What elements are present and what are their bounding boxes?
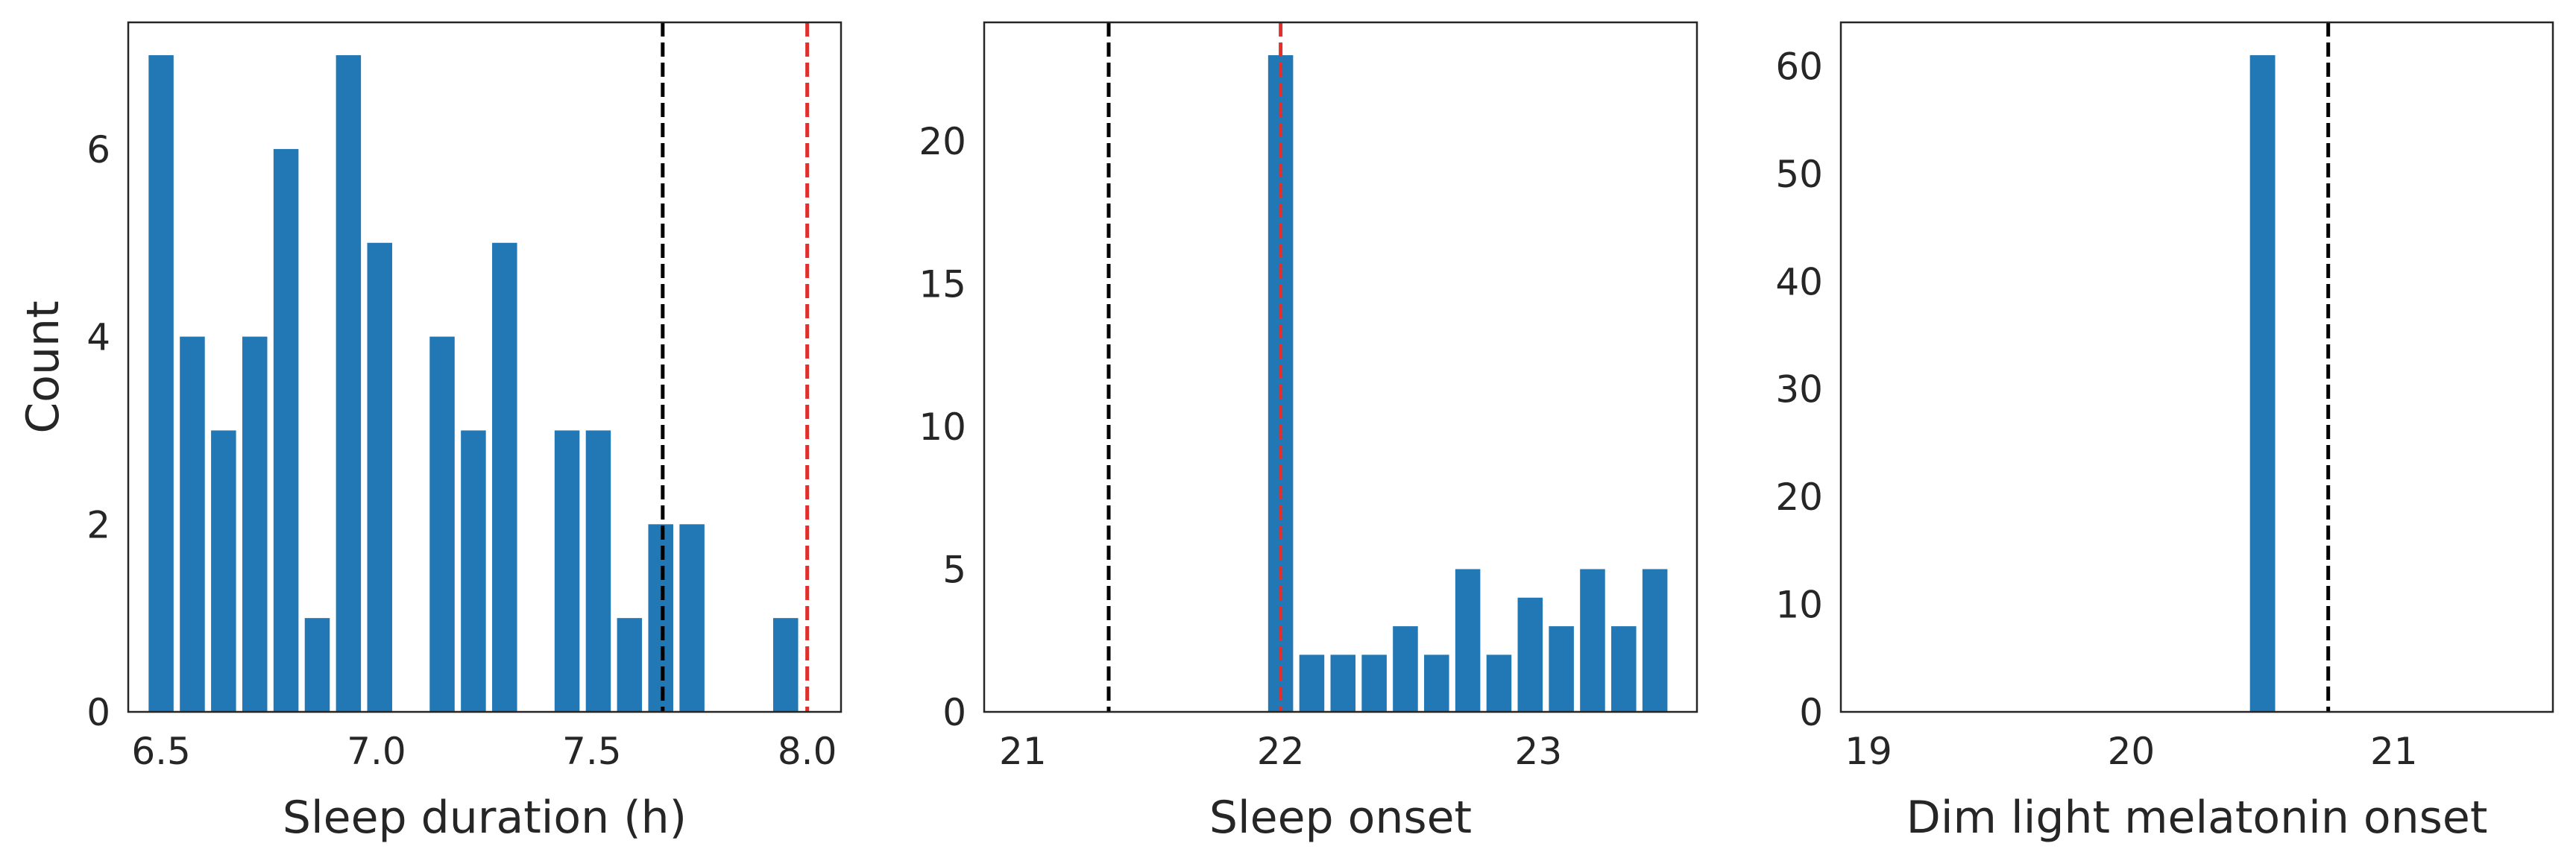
histogram-bar (273, 148, 299, 713)
histogram-bar (679, 524, 705, 712)
y-tick-label: 50 (1775, 153, 1823, 196)
plot-frame (983, 21, 1698, 713)
y-tick-label: 10 (1775, 584, 1823, 627)
histogram-bar (1549, 626, 1574, 712)
y-tick-label: 2 (86, 503, 110, 546)
subplot-2: 21 22 23 0 5 10 15 20 Sleep onset (919, 21, 1698, 844)
histogram-bar (304, 618, 330, 712)
histogram-bar (1330, 654, 1356, 712)
histogram-bar (242, 336, 268, 712)
y-tick-label: 0 (86, 691, 110, 734)
subplot-3: 19 20 21 0 10 20 30 40 50 60 Dim light melatonin o… (1775, 21, 2554, 844)
histogram-bar (336, 55, 362, 713)
histogram-bar (367, 242, 393, 712)
y-tick-label: 60 (1775, 45, 1823, 88)
x-tick-label: 23 (1515, 730, 1563, 773)
histogram-bar (617, 618, 643, 712)
x-tick-label: 8.0 (778, 730, 837, 773)
plot-frame (1839, 21, 2554, 713)
histogram-bar (1361, 654, 1387, 712)
histogram-bar (180, 336, 205, 712)
x-axis-label: Dim light melatonin onset (1906, 792, 2488, 844)
histogram-bar (1580, 569, 1605, 712)
x-tick-label: 6.5 (131, 730, 191, 773)
y-tick-label: 6 (86, 128, 110, 171)
histogram-bar (429, 336, 455, 712)
x-tick-label: 7.0 (347, 730, 406, 773)
histogram-bar (1455, 569, 1481, 712)
plot-frame (127, 21, 843, 713)
y-tick-label: 0 (1799, 691, 1823, 734)
histogram-bar (461, 430, 486, 712)
y-tick-label: 20 (1775, 476, 1823, 519)
x-tick-label: 7.5 (562, 730, 622, 773)
y-tick-label: 15 (919, 262, 966, 306)
histogram-bar (1642, 569, 1668, 712)
histogram-bar (492, 242, 517, 712)
y-tick-label: 40 (1775, 260, 1823, 303)
y-axis-label: Count (17, 300, 69, 433)
histogram-bar (1517, 597, 1543, 712)
y-tick-label: 0 (942, 691, 966, 734)
histogram-bar (211, 430, 236, 712)
histogram-bar (148, 55, 174, 713)
y-tick-label: 5 (942, 548, 966, 591)
histogram-bar (554, 430, 580, 712)
x-tick-label: 19 (1845, 730, 1892, 773)
histogram-bar (1299, 654, 1325, 712)
histogram-bar (1611, 626, 1637, 712)
histogram-bar (2249, 55, 2276, 713)
x-tick-label: 21 (999, 730, 1047, 773)
y-tick-label: 30 (1775, 368, 1823, 411)
x-tick-label: 21 (2370, 730, 2418, 773)
y-tick-label: 4 (86, 316, 110, 359)
histogram-bar (773, 618, 799, 712)
histogram-bar (585, 430, 611, 712)
histogram-bar (648, 524, 673, 712)
x-tick-label: 20 (2108, 730, 2155, 773)
histogram-bar (1486, 654, 1512, 712)
histogram-bar (1424, 654, 1449, 712)
y-tick-label: 10 (919, 406, 966, 449)
x-axis-label: Sleep duration (h) (283, 792, 687, 844)
histogram-bar (1393, 626, 1418, 712)
y-tick-label: 20 (919, 120, 966, 163)
x-axis-label: Sleep onset (1209, 792, 1472, 844)
subplot-1: 6.5 7.0 7.5 8.0 0 2 4 6 Sleep duration (h) Count (17, 21, 843, 844)
x-tick-label: 22 (1257, 730, 1305, 773)
